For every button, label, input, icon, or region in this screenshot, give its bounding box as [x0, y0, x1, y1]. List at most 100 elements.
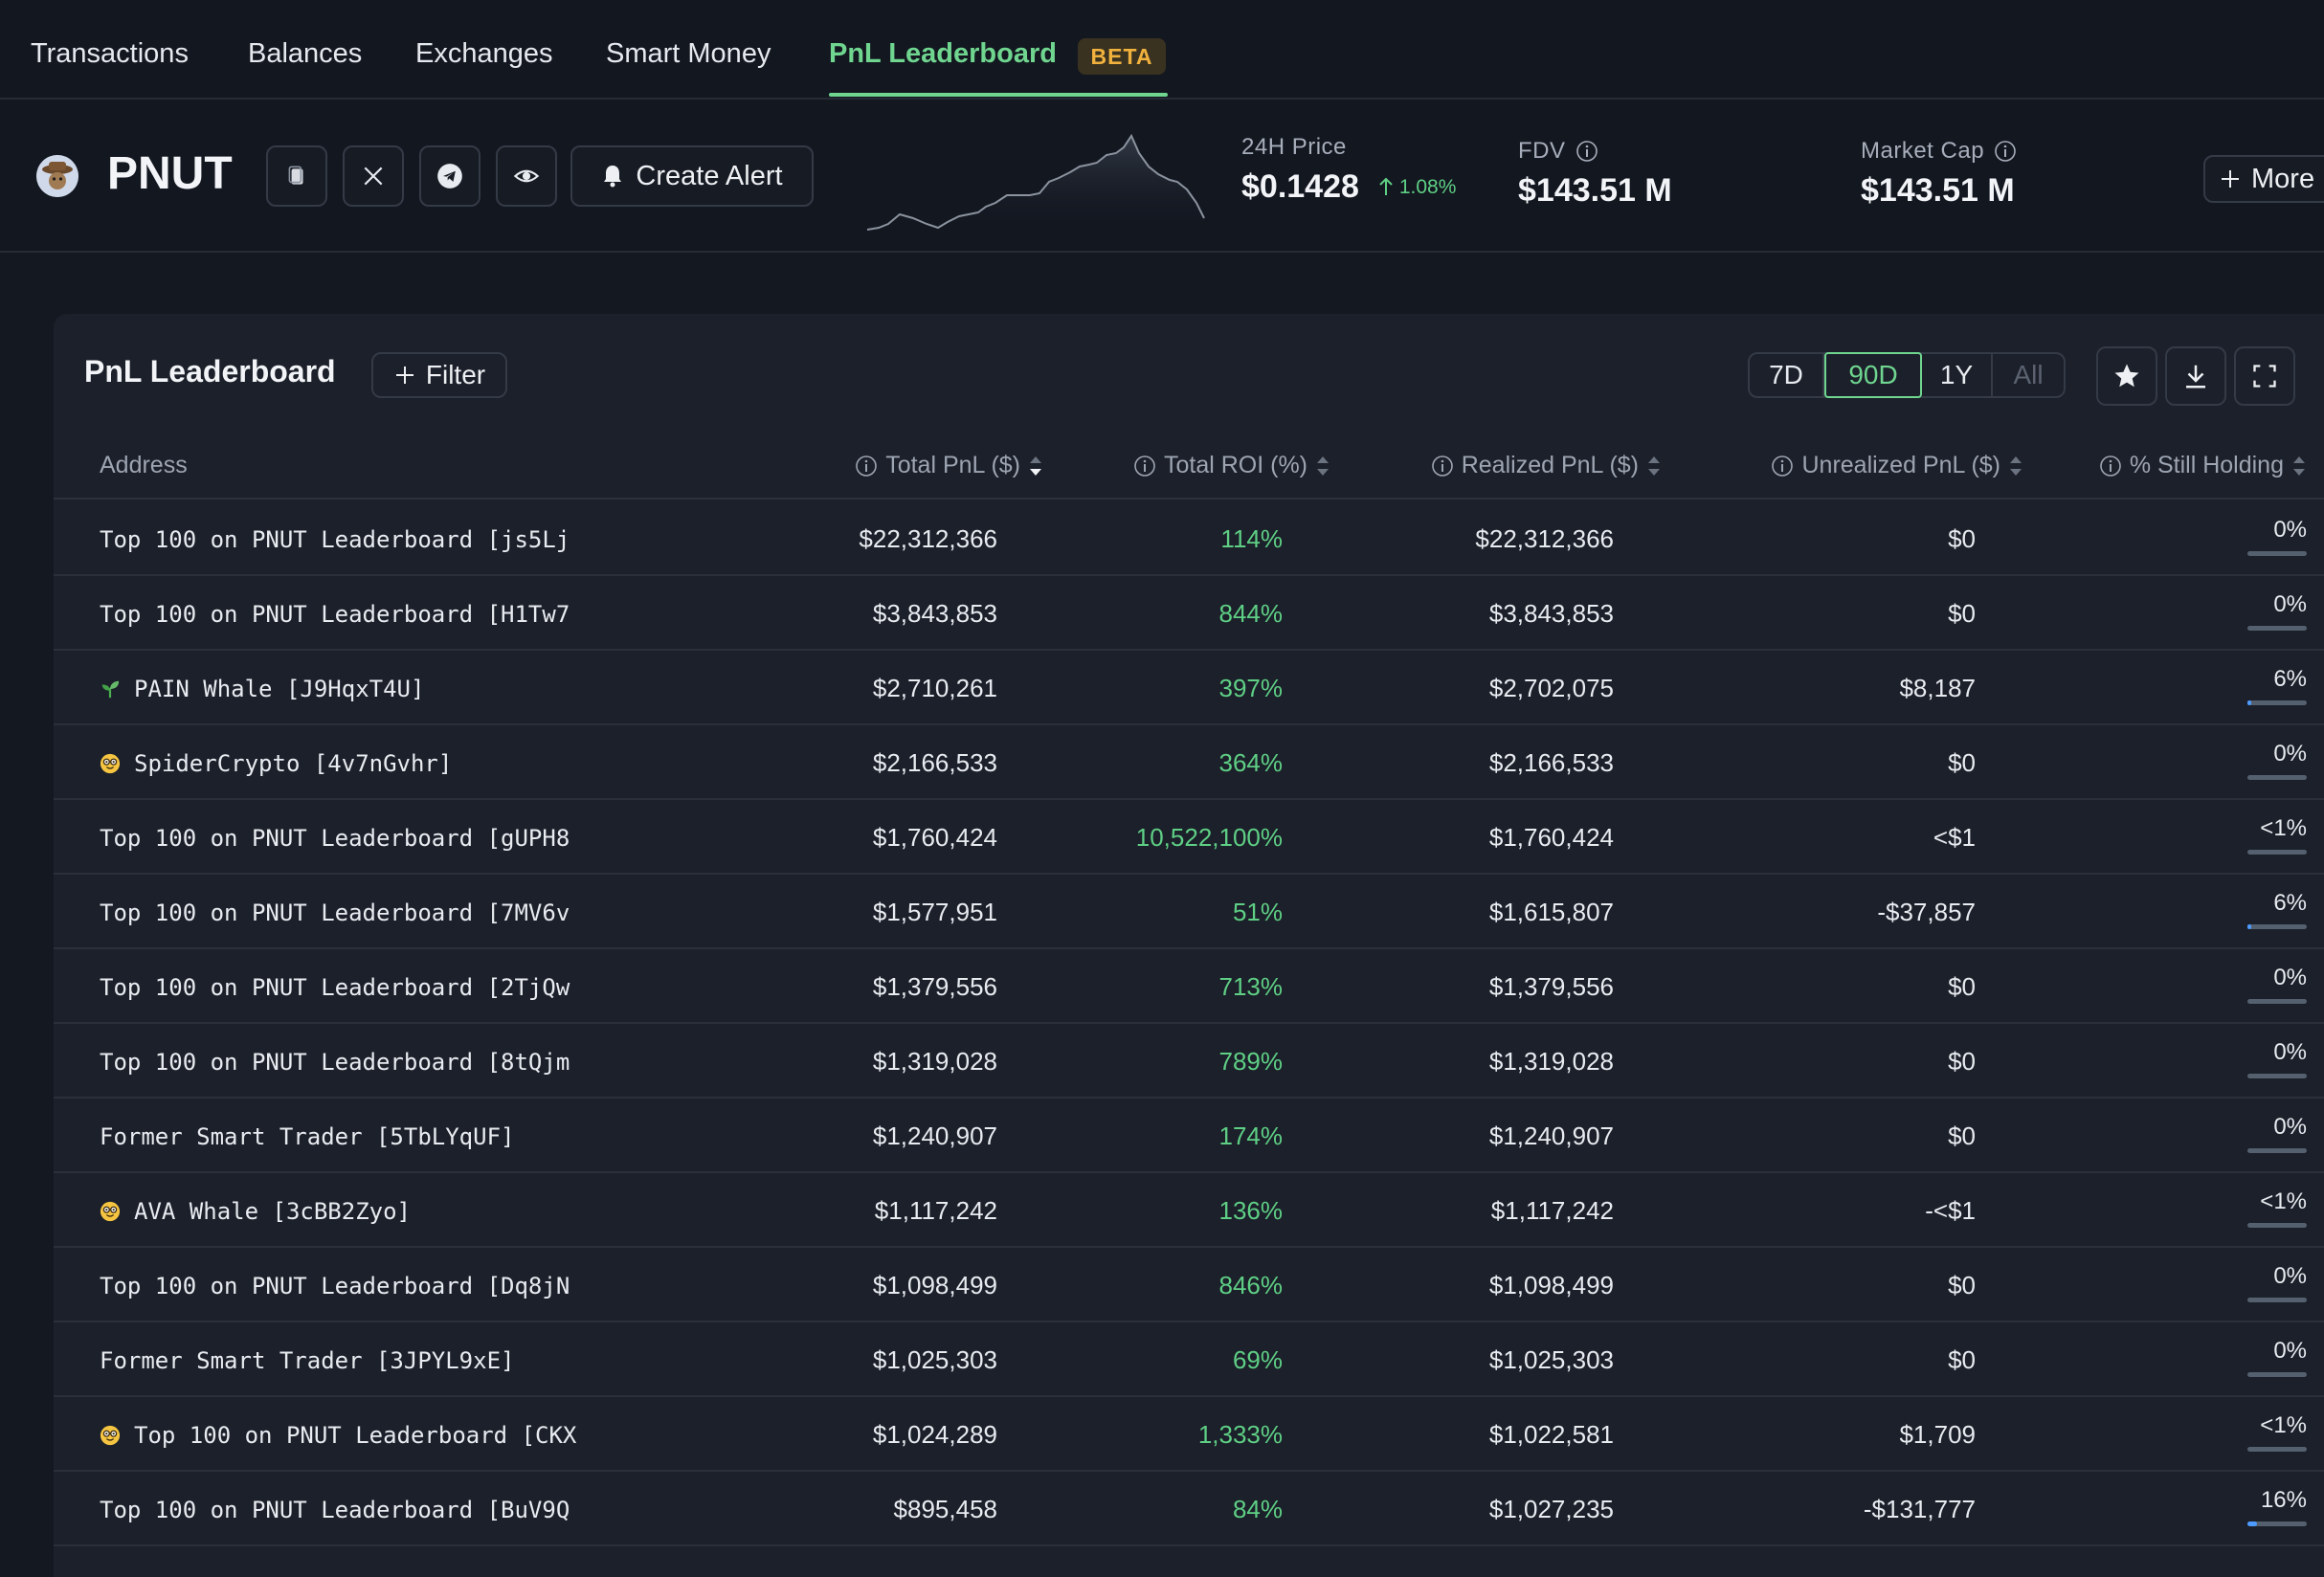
info-icon[interactable] — [1771, 455, 1794, 478]
unrealized-pnl-cell: $8,187 — [1899, 674, 1976, 702]
address-cell[interactable]: Former Smart Trader [5TbLYqUF] — [100, 1123, 514, 1150]
address-cell[interactable]: Top 100 on PNUT Leaderboard [js5Lj — [100, 526, 570, 553]
favorite-button[interactable] — [2096, 346, 2157, 406]
address-label: Top 100 on PNUT Leaderboard [BuV9Q — [100, 1497, 570, 1523]
address-cell[interactable]: PAIN Whale [J9HqxT4U] — [100, 676, 424, 702]
table-row[interactable]: Top 100 on PNUT Leaderboard [8tQjm $1,31… — [54, 1024, 2324, 1099]
sort-desc-icon[interactable] — [1028, 454, 1043, 478]
address-label: Former Smart Trader [5TbLYqUF] — [100, 1123, 515, 1150]
total-roi-cell: 174% — [1218, 1122, 1284, 1150]
table-row[interactable]: Former Smart Trader [3JPYL9xE] $1,025,30… — [54, 1322, 2324, 1397]
address-cell[interactable]: Top 100 on PNUT Leaderboard [Dq8jN — [100, 1273, 570, 1299]
address-cell[interactable]: AVA Whale [3cBB2Zyo] — [100, 1198, 411, 1225]
info-icon[interactable] — [1431, 455, 1454, 478]
total-roi-cell: 69% — [1232, 1345, 1283, 1374]
still-holding-cell: 0% — [2247, 517, 2307, 556]
table-row[interactable]: Top 100 on PNUT Leaderboard [CKX $1,024,… — [54, 1397, 2324, 1472]
info-icon[interactable] — [2099, 455, 2122, 478]
create-alert-button[interactable]: Create Alert — [570, 145, 814, 207]
table-row[interactable]: Top 100 on PNUT Leaderboard [BuV9Q $895,… — [54, 1472, 2324, 1546]
total-roi-cell: 1,333% — [1197, 1420, 1283, 1449]
total-roi-cell: 846% — [1218, 1271, 1284, 1299]
sort-icon[interactable] — [2008, 454, 2023, 478]
tab-pnl-leaderboard[interactable]: PnL Leaderboard — [829, 38, 1057, 69]
still-holding-bar — [2247, 924, 2307, 929]
realized-pnl-cell: $1,319,028 — [1488, 1047, 1614, 1076]
table-row[interactable]: Top 100 on PNUT Leaderboard [7MV6v $1,57… — [54, 875, 2324, 949]
tab-exchanges[interactable]: Exchanges — [415, 38, 553, 69]
still-holding-value: 0% — [2273, 591, 2307, 617]
address-cell[interactable]: Top 100 on PNUT Leaderboard [7MV6v — [100, 900, 570, 926]
tab-smart-money[interactable]: Smart Money — [606, 38, 771, 69]
still-holding-cell: 0% — [2247, 591, 2307, 631]
table-row[interactable]: Top 100 on PNUT Leaderboard [2TjQw $1,37… — [54, 949, 2324, 1024]
plus-icon — [2222, 170, 2239, 188]
address-label: AVA Whale [3cBB2Zyo] — [134, 1198, 411, 1225]
telegram-button[interactable] — [419, 145, 480, 207]
info-icon[interactable] — [1575, 140, 1598, 163]
total-roi-cell: 51% — [1232, 898, 1283, 926]
arrow-up-icon — [1379, 177, 1393, 195]
watch-button[interactable] — [496, 145, 557, 207]
info-icon[interactable] — [855, 455, 878, 478]
address-cell[interactable]: Top 100 on PNUT Leaderboard [gUPH8 — [100, 825, 570, 852]
address-cell[interactable]: Top 100 on PNUT Leaderboard [8tQjm — [100, 1049, 570, 1076]
download-button[interactable] — [2165, 346, 2226, 406]
total-pnl-cell: $1,098,499 — [872, 1271, 997, 1299]
col-total-roi[interactable]: Total ROI (%) — [1133, 452, 1330, 479]
more-button[interactable]: More — [2203, 155, 2324, 203]
total-roi-cell: 84% — [1232, 1495, 1283, 1523]
period-90d[interactable]: 90D — [1824, 352, 1922, 398]
table-row[interactable]: Top 100 on PNUT Leaderboard [H1Tw7 $3,84… — [54, 576, 2324, 651]
still-holding-cell: 0% — [2247, 965, 2307, 1004]
col-unrealized-pnl[interactable]: Unrealized PnL ($) — [1771, 452, 2023, 479]
table-row[interactable]: Former Smart Trader [5TbLYqUF] $1,240,90… — [54, 1099, 2324, 1173]
address-cell[interactable]: Former Smart Trader [3JPYL9xE] — [100, 1347, 514, 1374]
filter-button[interactable]: Filter — [371, 352, 507, 398]
sort-icon[interactable] — [1315, 454, 1330, 478]
period-1y[interactable]: 1Y — [1922, 354, 1993, 396]
period-all[interactable]: All — [2013, 360, 2044, 389]
still-holding-bar — [2247, 551, 2307, 556]
address-label: SpiderCrypto [4v7nGvhr] — [134, 750, 453, 777]
table-row[interactable]: PAIN Whale [J9HqxT4U] $2,710,261 397% $2… — [54, 651, 2324, 725]
total-roi-cell: 397% — [1218, 674, 1284, 702]
panel-title: PnL Leaderboard — [84, 354, 336, 389]
token-logo — [36, 155, 78, 197]
total-roi-cell: 364% — [1218, 748, 1284, 777]
unrealized-pnl-cell: $1,709 — [1899, 1420, 1976, 1449]
copy-icon — [288, 166, 303, 185]
table-row[interactable]: Top 100 on PNUT Leaderboard [Dq8jN $1,09… — [54, 1248, 2324, 1322]
realized-pnl-cell: $1,022,581 — [1488, 1420, 1614, 1449]
table-row[interactable]: AVA Whale [3cBB2Zyo] $1,117,242 136% $1,… — [54, 1173, 2324, 1248]
col-realized-pnl[interactable]: Realized PnL ($) — [1431, 452, 1662, 479]
still-holding-value: <1% — [2260, 1412, 2307, 1438]
sort-icon[interactable] — [2291, 454, 2307, 478]
address-cell[interactable]: Top 100 on PNUT Leaderboard [CKX — [100, 1422, 576, 1449]
info-icon[interactable] — [1994, 140, 2017, 163]
table-row[interactable]: Top 100 on PNUT Leaderboard [js5Lj $22,3… — [54, 501, 2324, 576]
table-row[interactable]: SpiderCrypto [4v7nGvhr] $2,166,533 364% … — [54, 725, 2324, 800]
info-icon[interactable] — [1133, 455, 1156, 478]
x-twitter-button[interactable] — [343, 145, 404, 207]
nerd-face-icon — [100, 753, 121, 774]
col-total-pnl[interactable]: Total PnL ($) — [855, 452, 1043, 479]
unrealized-pnl-cell: <$1 — [1933, 823, 1976, 852]
total-pnl-cell: $22,312,366 — [859, 524, 997, 553]
table-row[interactable]: Top 100 on PNUT Leaderboard [gUPH8 $1,76… — [54, 800, 2324, 875]
address-cell[interactable]: SpiderCrypto [4v7nGvhr] — [100, 750, 452, 777]
copy-address-button[interactable] — [266, 145, 327, 207]
still-holding-value: <1% — [2260, 815, 2307, 841]
address-cell[interactable]: Top 100 on PNUT Leaderboard [BuV9Q — [100, 1497, 570, 1523]
tab-balances[interactable]: Balances — [248, 38, 363, 69]
total-roi-cell: 844% — [1218, 599, 1284, 628]
still-holding-value: 0% — [2273, 965, 2307, 990]
period-7d[interactable]: 7D — [1750, 354, 1824, 396]
col-still-holding[interactable]: % Still Holding — [2099, 452, 2307, 479]
tab-transactions[interactable]: Transactions — [31, 38, 189, 69]
address-cell[interactable]: Top 100 on PNUT Leaderboard [2TjQw — [100, 974, 570, 1001]
address-cell[interactable]: Top 100 on PNUT Leaderboard [H1Tw7 — [100, 601, 570, 628]
fullscreen-button[interactable] — [2234, 346, 2295, 406]
address-label: Top 100 on PNUT Leaderboard [js5Lj — [100, 526, 570, 553]
sort-icon[interactable] — [1646, 454, 1662, 478]
